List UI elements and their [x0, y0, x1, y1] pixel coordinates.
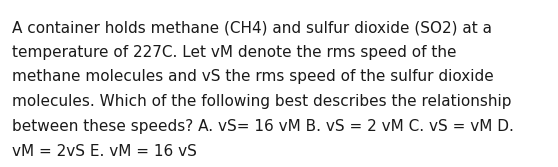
Text: A container holds methane (CH4) and sulfur dioxide (SO2) at a: A container holds methane (CH4) and sulf… [12, 20, 492, 35]
Text: between these speeds? A. vS= 16 vM B. vS = 2 vM C. vS = vM D.: between these speeds? A. vS= 16 vM B. vS… [12, 119, 514, 134]
Text: vM = 2vS E. vM = 16 vS: vM = 2vS E. vM = 16 vS [12, 144, 197, 159]
Text: molecules. Which of the following best describes the relationship: molecules. Which of the following best d… [12, 94, 512, 109]
Text: methane molecules and vS the rms speed of the sulfur dioxide: methane molecules and vS the rms speed o… [12, 69, 494, 85]
Text: temperature of 227C. Let vM denote the rms speed of the: temperature of 227C. Let vM denote the r… [12, 45, 457, 60]
